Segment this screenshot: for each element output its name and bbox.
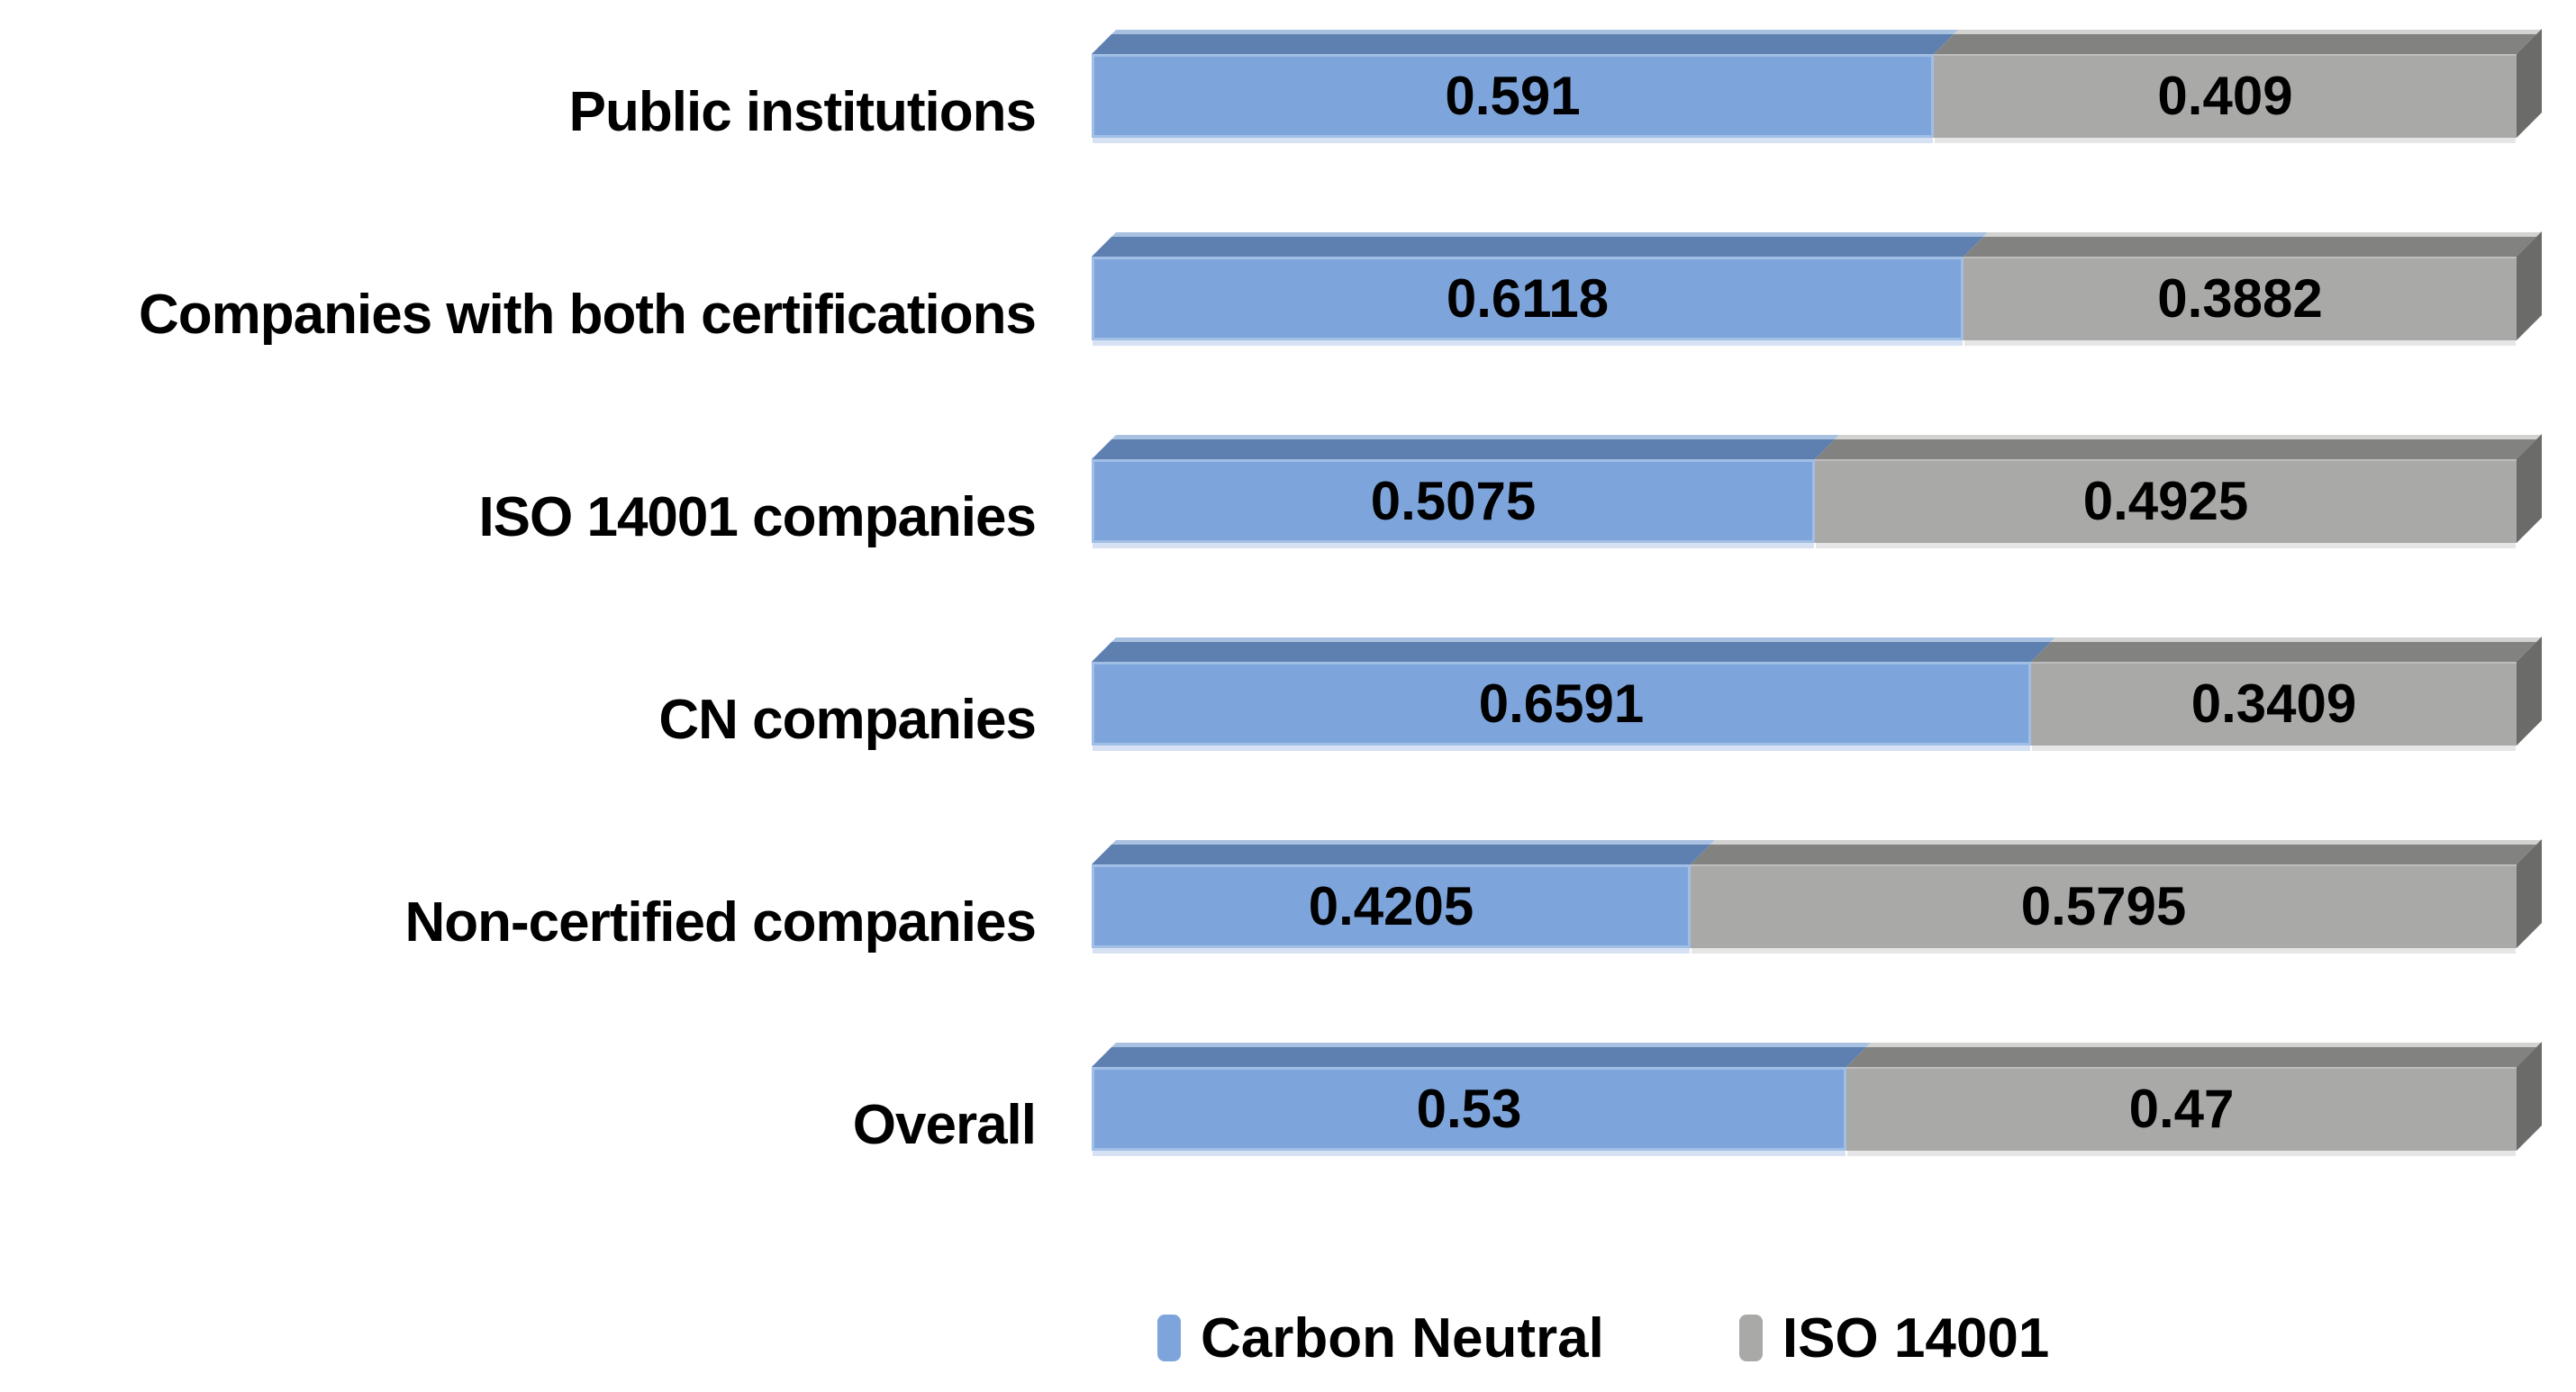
carbon-neutral-segment: 0.6118 bbox=[1092, 232, 1988, 340]
value-label: 0.4205 bbox=[1308, 876, 1474, 936]
legend-label-carbon-neutral: Carbon Neutral bbox=[1201, 1306, 1604, 1369]
bar-top-face bbox=[1092, 637, 2055, 662]
bar-top-face bbox=[2031, 637, 2541, 662]
bar-top-face bbox=[1934, 30, 2541, 54]
carbon-neutral-segment: 0.4205 bbox=[1092, 840, 1715, 948]
legend: Carbon Neutral ISO 14001 bbox=[1157, 1307, 2049, 1369]
category-label: CN companies bbox=[658, 689, 1037, 751]
bar-front-face: 0.3882 bbox=[1964, 257, 2517, 340]
bar-top-face bbox=[1691, 840, 2541, 864]
iso-14001-swatch-icon bbox=[1738, 1315, 1763, 1361]
bar-top-face bbox=[1092, 1043, 1871, 1067]
iso-14001-segment: 0.5795 bbox=[1691, 839, 2542, 948]
bar-front-face: 0.4205 bbox=[1092, 864, 1691, 948]
legend-label-iso-14001: ISO 14001 bbox=[1782, 1306, 2050, 1369]
value-label: 0.47 bbox=[2128, 1079, 2235, 1139]
category-label: Non-certified companies bbox=[404, 891, 1037, 954]
iso-14001-segment: 0.3882 bbox=[1964, 231, 2542, 340]
bar-front-face: 0.5795 bbox=[1691, 864, 2517, 948]
value-label: 0.53 bbox=[1416, 1079, 1522, 1139]
legend-item-iso-14001: ISO 14001 bbox=[1738, 1306, 2050, 1370]
stacked-bar-row: 0.5075 0.4925 bbox=[1092, 434, 2542, 543]
carbon-neutral-segment: 0.591 bbox=[1092, 30, 1958, 138]
category-label: Public institutions bbox=[568, 81, 1037, 143]
bar-front-face: 0.3409 bbox=[2031, 662, 2517, 746]
stacked-bar-row: 0.53 0.47 bbox=[1092, 1042, 2542, 1151]
value-label: 0.591 bbox=[1445, 66, 1581, 126]
legend-item-carbon-neutral: Carbon Neutral bbox=[1157, 1306, 1604, 1370]
value-label: 0.3409 bbox=[2191, 673, 2357, 734]
bar-top-face bbox=[1092, 435, 1839, 459]
value-label: 0.4925 bbox=[2082, 471, 2249, 531]
bar-top-face bbox=[1964, 232, 2541, 257]
bar-front-face: 0.6591 bbox=[1092, 662, 2031, 746]
bar-front-face: 0.5075 bbox=[1092, 459, 1815, 543]
iso-14001-segment: 0.3409 bbox=[2031, 637, 2542, 746]
value-label: 0.6591 bbox=[1478, 673, 1645, 734]
bar-top-face bbox=[1092, 840, 1715, 864]
carbon-neutral-swatch-icon bbox=[1157, 1315, 1181, 1361]
value-label: 0.6118 bbox=[1446, 268, 1610, 329]
bar-top-face bbox=[1092, 232, 1988, 257]
bar-front-face: 0.6118 bbox=[1092, 257, 1964, 340]
carbon-neutral-segment: 0.5075 bbox=[1092, 435, 1839, 543]
stacked-bar-row: 0.591 0.409 bbox=[1092, 29, 2542, 138]
category-label: Overall bbox=[852, 1094, 1037, 1156]
category-label: ISO 14001 companies bbox=[478, 486, 1037, 548]
bar-top-face bbox=[1092, 30, 1958, 54]
carbon-neutral-segment: 0.6591 bbox=[1092, 637, 2055, 746]
bar-top-face bbox=[1815, 435, 2541, 459]
value-label: 0.409 bbox=[2157, 66, 2293, 126]
bar-front-face: 0.591 bbox=[1092, 54, 1934, 138]
stacked-bar-row: 0.6591 0.3409 bbox=[1092, 637, 2542, 746]
category-label: Companies with both certifications bbox=[139, 284, 1037, 346]
stacked-bar-row: 0.6118 0.3882 bbox=[1092, 231, 2542, 340]
stacked-bar-row: 0.4205 0.5795 bbox=[1092, 839, 2542, 948]
bar-top-face bbox=[1846, 1043, 2541, 1067]
carbon-neutral-segment: 0.53 bbox=[1092, 1043, 1871, 1151]
bar-front-face: 0.47 bbox=[1846, 1067, 2517, 1151]
iso-14001-segment: 0.409 bbox=[1934, 29, 2542, 138]
value-label: 0.5075 bbox=[1370, 471, 1537, 531]
bar-front-face: 0.409 bbox=[1934, 54, 2517, 138]
value-label: 0.5795 bbox=[2020, 876, 2187, 936]
bar-front-face: 0.53 bbox=[1092, 1067, 1846, 1151]
iso-14001-segment: 0.47 bbox=[1846, 1042, 2542, 1151]
iso-14001-segment: 0.4925 bbox=[1815, 434, 2542, 543]
bar-front-face: 0.4925 bbox=[1815, 459, 2517, 543]
value-label: 0.3882 bbox=[2157, 268, 2323, 329]
